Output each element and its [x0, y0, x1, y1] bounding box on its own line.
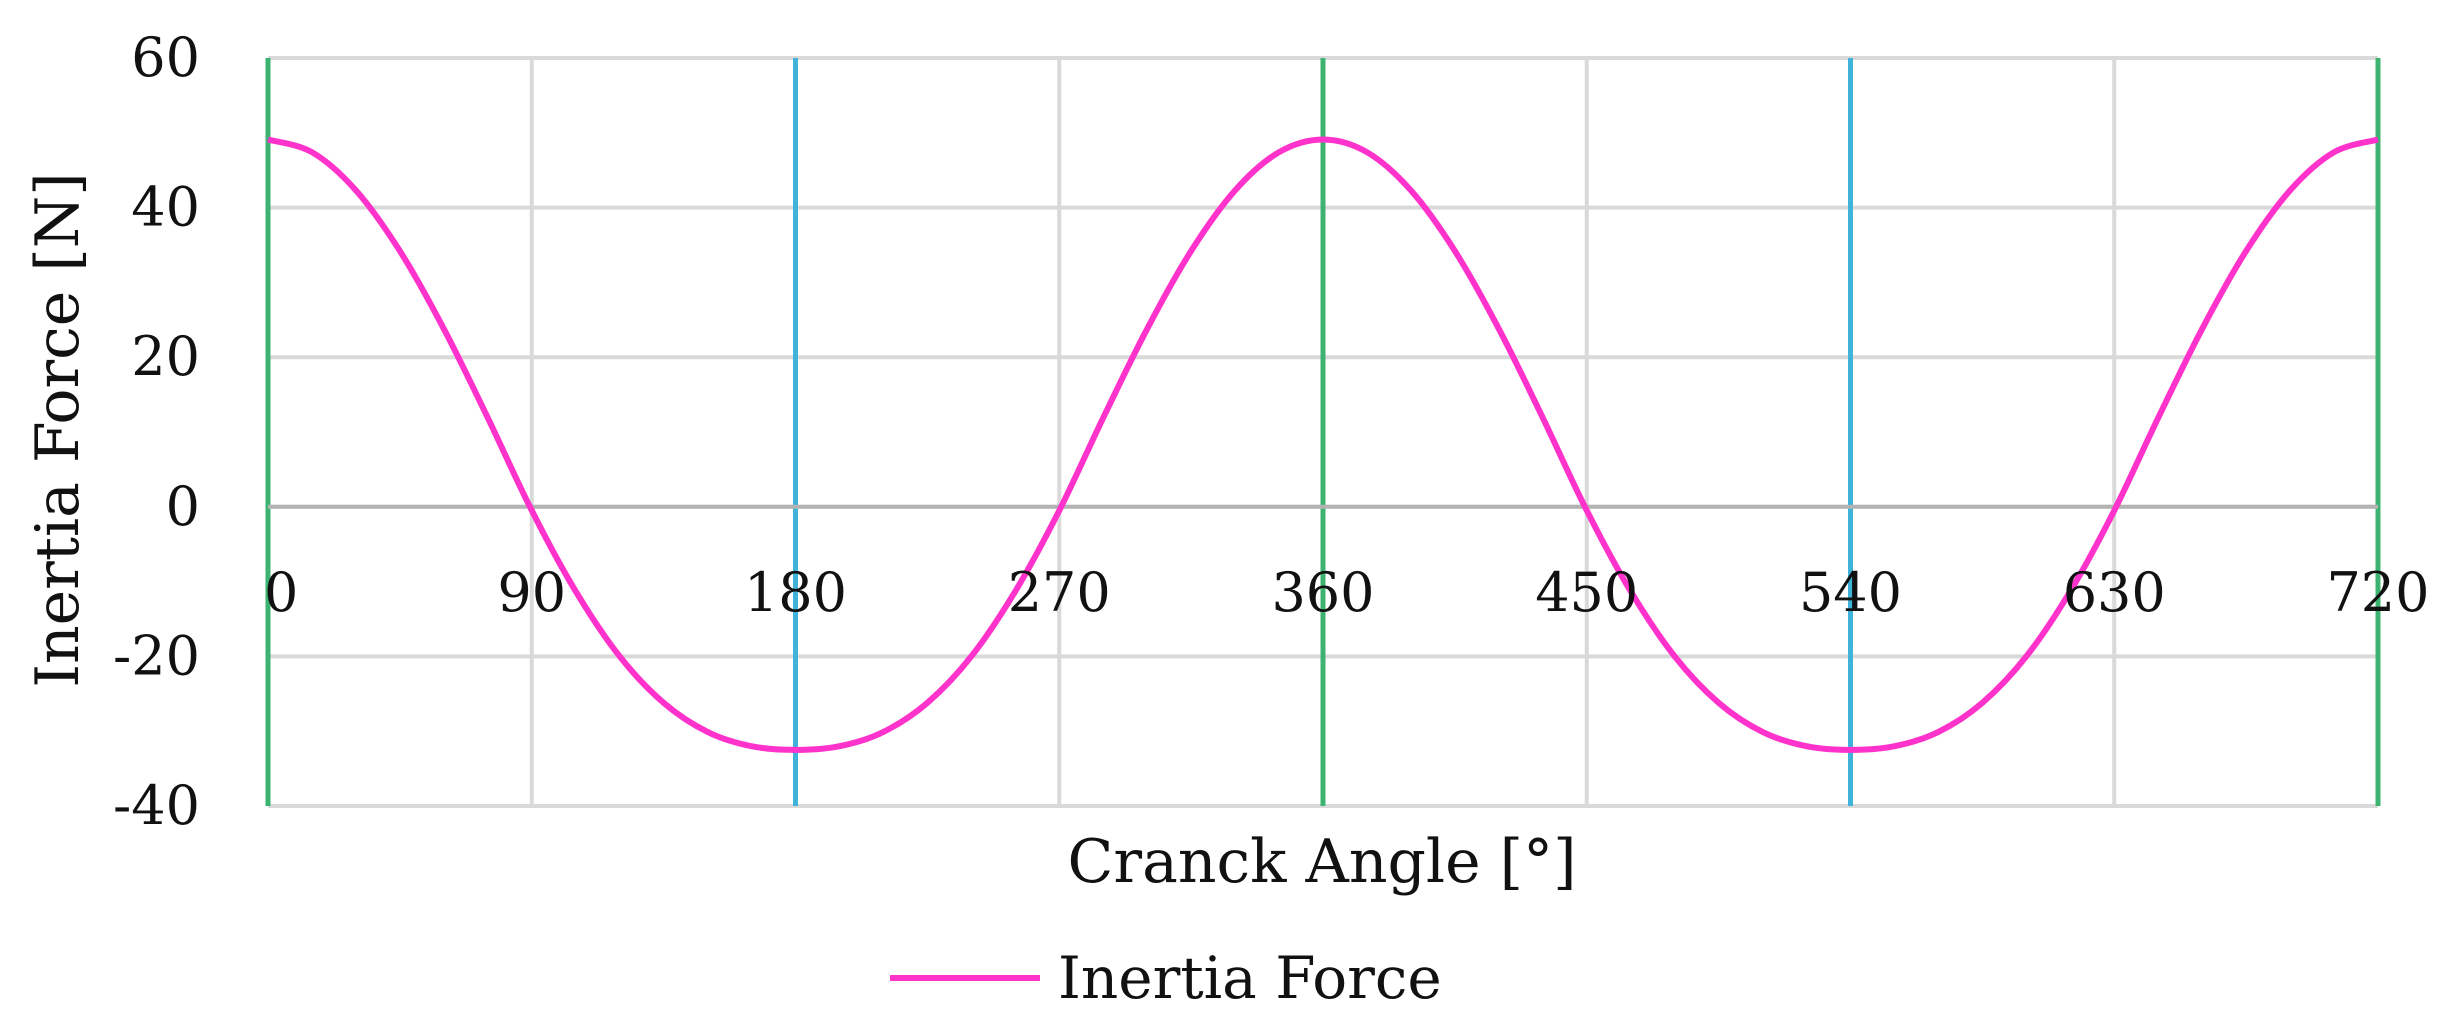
y-tick-label: 0: [166, 475, 200, 538]
y-tick-label: 40: [131, 176, 200, 239]
x-tick-label: 450: [1535, 561, 1638, 624]
y-tick-label: -20: [113, 624, 200, 687]
y-tick-label: 20: [131, 325, 200, 388]
legend-label-inertia-force: Inertia Force: [1058, 944, 1442, 1012]
x-tick-label: 720: [2326, 561, 2429, 624]
marker-lines: [265, 58, 2381, 806]
y-axis-title: Inertia Force [N]: [23, 172, 93, 687]
x-tick-label: 90: [497, 561, 566, 624]
x-tick-label: 630: [2063, 561, 2166, 624]
y-tick-label: 60: [131, 26, 200, 89]
legend: Inertia Force: [890, 944, 1442, 1012]
x-tick-label: 180: [744, 561, 847, 624]
x-tick-labels: 0 90 180 270 360 450 540 630 720: [264, 561, 2430, 624]
series-layer: [267, 136, 2379, 753]
x-tick-label: 360: [1271, 561, 1374, 624]
y-tick-labels: 60 40 20 0 -20 -40: [113, 26, 200, 837]
x-axis-title: Cranck Angle [°]: [1067, 827, 1576, 897]
series-line-inertia-force: [267, 136, 2379, 753]
x-tick-label: 270: [1008, 561, 1111, 624]
y-tick-label: -40: [113, 774, 200, 837]
x-tick-label: 0: [264, 561, 298, 624]
x-tick-label: 540: [1799, 561, 1902, 624]
